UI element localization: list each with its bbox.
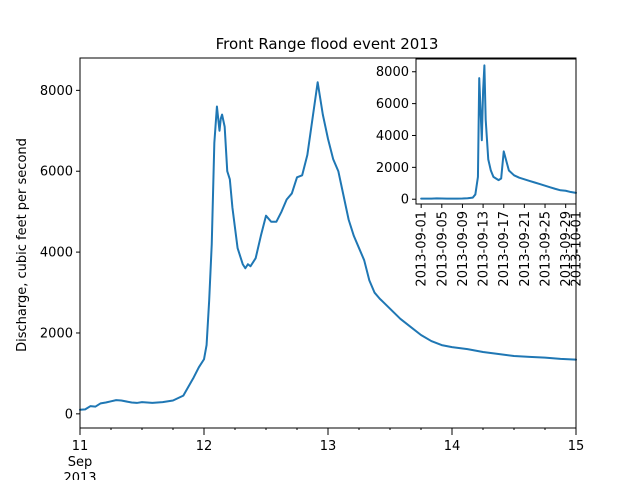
inset-x-tick-label-6: 2013-09-25 — [539, 211, 554, 287]
inset-x-tick-label-4: 2013-09-17 — [497, 211, 512, 287]
inset-x-tick-label-5: 2013-09-21 — [518, 211, 533, 287]
main-x-tick-label-2: 13 — [320, 439, 337, 454]
inset-x-tick-label-0: 2013-09-01 — [415, 211, 430, 287]
main-x-tick-sublabel-month: Sep — [68, 455, 93, 470]
inset-x-tick-label-7: 2013-09-29 — [559, 211, 574, 287]
main-x-tick-label-4: 15 — [568, 439, 585, 454]
chart-title: Front Range flood event 2013 — [216, 35, 439, 53]
inset-y-tick-label-4: 8000 — [376, 65, 409, 80]
y-axis-label: Discharge, cubic feet per second — [15, 138, 30, 352]
inset-plot-area: 0 2000 4000 6000 8000 2013-09-01 2013-09-05 201… — [376, 58, 585, 287]
inset-x-tick-label-8: 2013-10-01 — [570, 211, 585, 287]
inset-y-tick-label-2: 4000 — [376, 129, 409, 144]
inset-y-tick-label-1: 2000 — [376, 161, 409, 176]
main-x-tick-label-0: 11 — [72, 439, 89, 454]
inset-y-tick-label-3: 6000 — [376, 97, 409, 112]
main-y-tick-label-4: 8000 — [40, 84, 73, 99]
inset-background — [416, 59, 576, 204]
inset-x-tick-label-1: 2013-09-05 — [435, 211, 450, 287]
main-x-tick-sublabel-year: 2013 — [63, 471, 96, 480]
main-series-line-0 — [79, 81, 577, 411]
inset-axes-frame — [415, 58, 577, 205]
inset-series-line-0 — [420, 64, 577, 200]
main-x-tick-label-3: 14 — [444, 439, 461, 454]
main-y-tick-label-1: 2000 — [40, 326, 73, 341]
inset-y-tick-label-0: 0 — [401, 193, 409, 208]
inset-x-tick-label-3: 2013-09-13 — [477, 211, 492, 287]
main-y-tick-label-3: 6000 — [40, 165, 73, 180]
main-y-tick-label-0: 0 — [65, 407, 73, 422]
main-y-tick-label-2: 4000 — [40, 246, 73, 261]
main-x-tick-label-1: 12 — [196, 439, 213, 454]
inset-x-tick-label-2: 2013-09-09 — [456, 211, 471, 287]
